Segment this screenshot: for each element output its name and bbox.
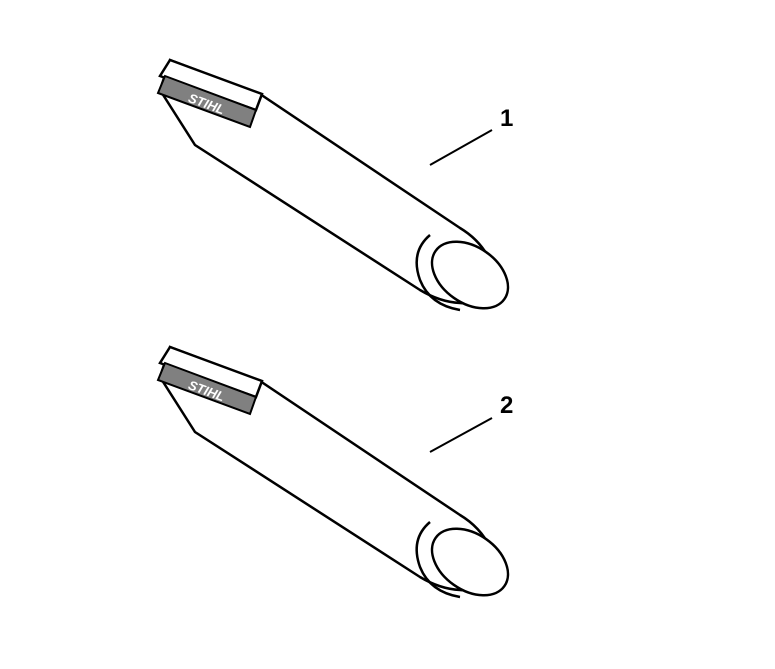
callout-1-leader <box>430 130 492 165</box>
tube-1: STIHL <box>158 60 520 322</box>
callout-label-2: 2 <box>500 392 513 420</box>
callout-label-1: 1 <box>500 105 513 133</box>
diagram-svg: STIHL STIHL <box>0 0 775 664</box>
tube-2: STIHL <box>158 347 520 609</box>
callout-2-leader <box>430 418 492 452</box>
diagram-container: STIHL STIHL <box>0 0 775 664</box>
